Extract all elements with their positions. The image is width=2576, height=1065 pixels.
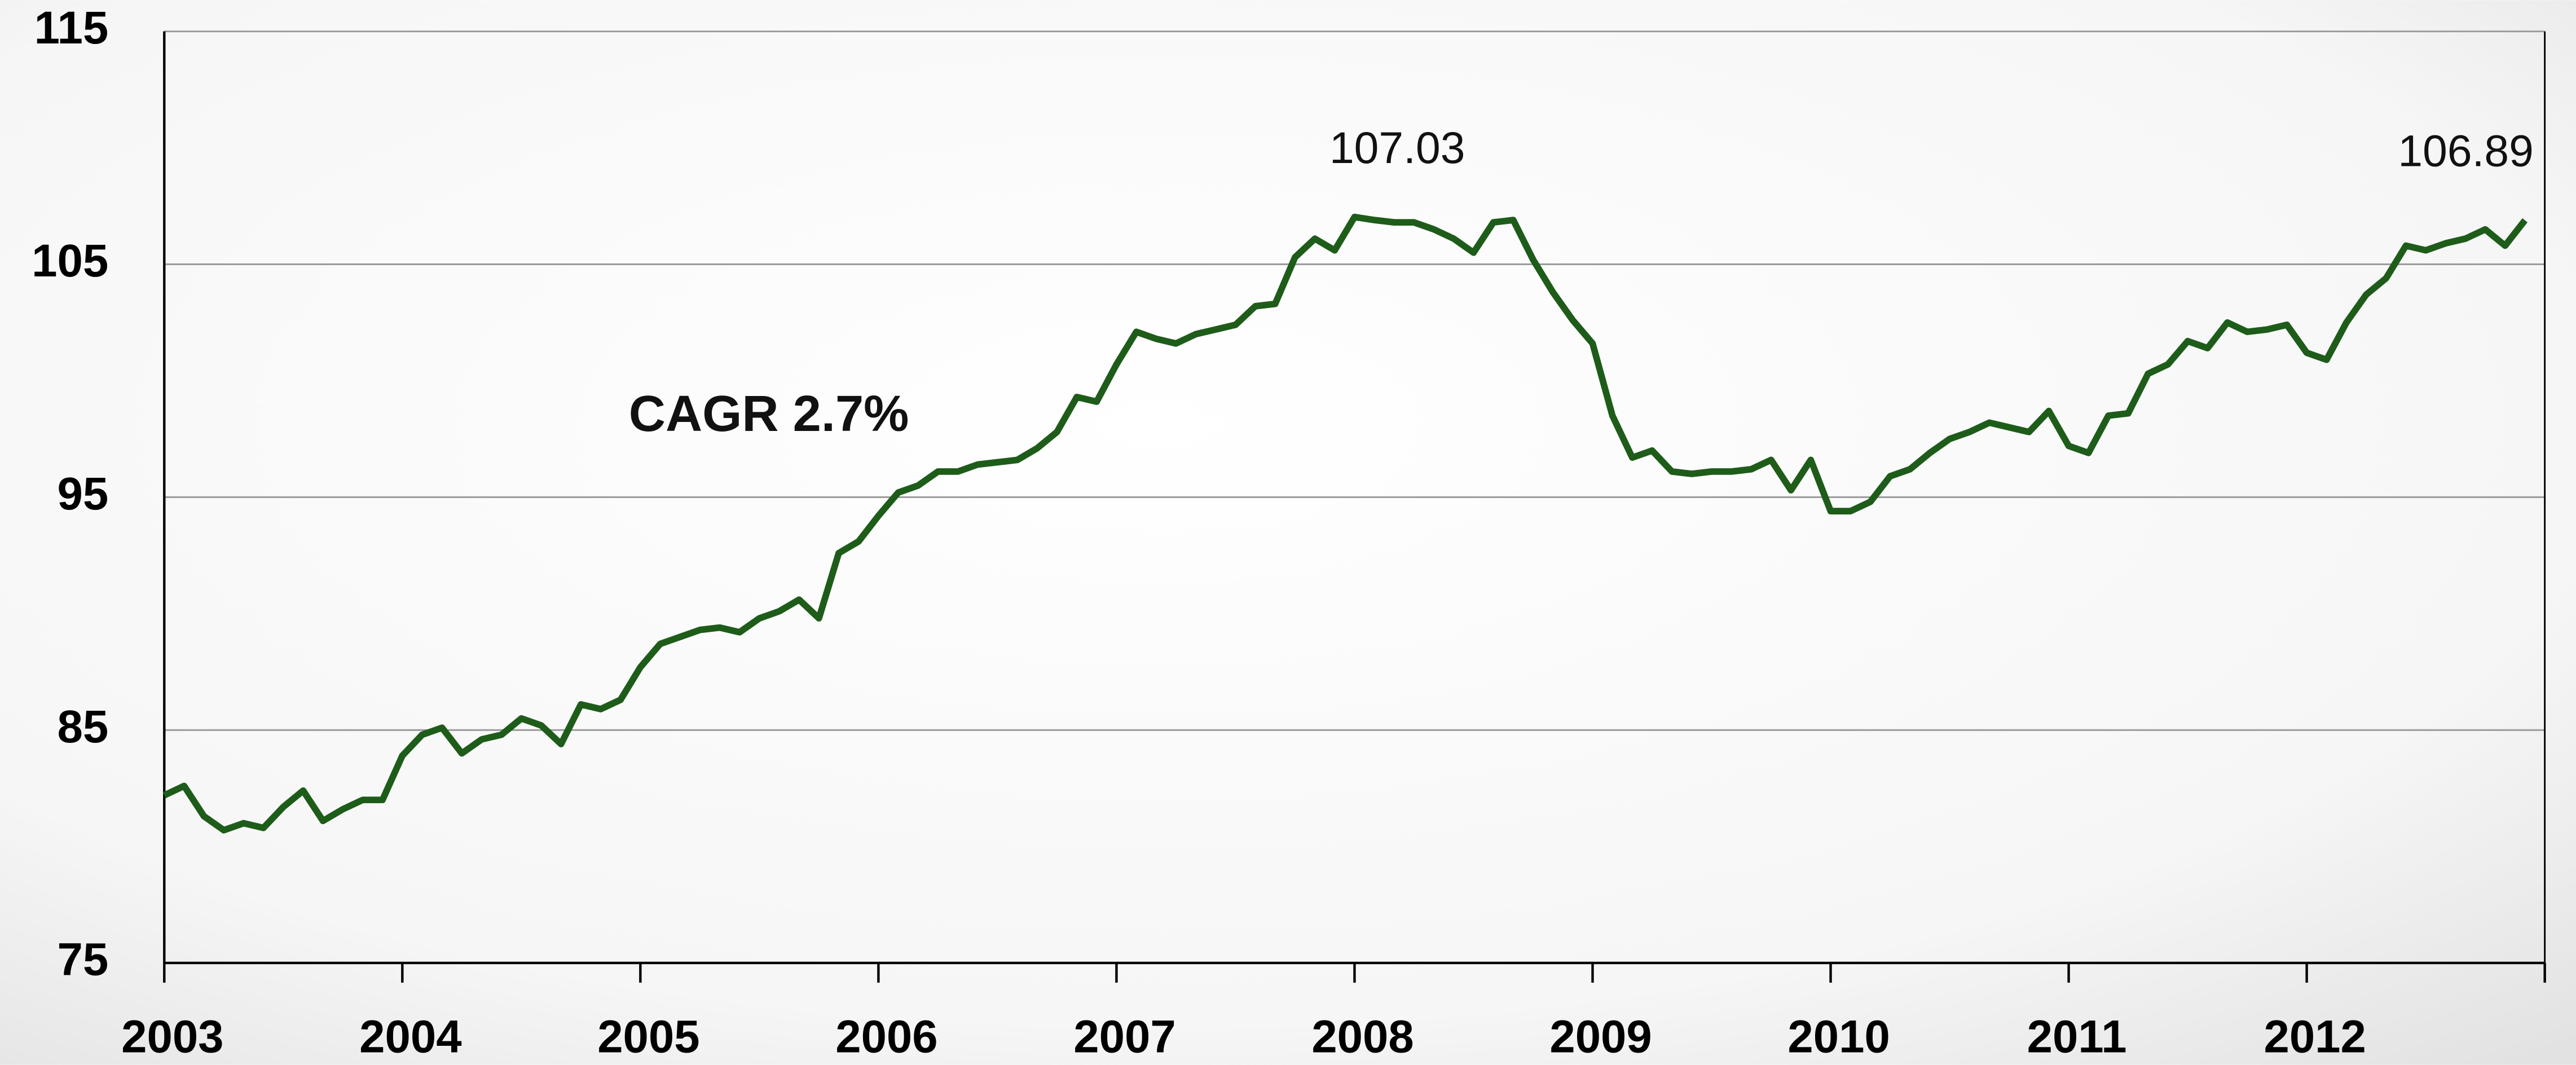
plot: 107.03 106.89 <box>162 123 2534 834</box>
y-tick-label: 85 <box>58 701 109 752</box>
x-tick-label: 2009 <box>1549 1011 1652 1063</box>
x-tick-label: 2010 <box>1787 1011 1890 1063</box>
y-tick-label: 105 <box>32 235 108 287</box>
x-tick-label: 2003 <box>121 1011 223 1063</box>
x-tick-label: 2007 <box>1073 1011 1175 1063</box>
y-tick-label: 115 <box>34 2 109 54</box>
grid: 75 85 95 105 115 2003 2004 2005 2006 2007 2008 2009… <box>32 2 2546 1063</box>
annotation: CAGR 2.7% <box>629 385 909 442</box>
x-tick-label: 2012 <box>2264 1011 2366 1063</box>
data-label: 107.03 <box>1329 123 1465 173</box>
data-label: 106.89 <box>2398 126 2533 176</box>
y-tick-label: 75 <box>58 934 109 985</box>
x-tick-label: 2005 <box>597 1011 699 1063</box>
y-tick-label: 95 <box>58 468 109 520</box>
x-tick-label: 2004 <box>359 1011 461 1063</box>
data-line <box>162 213 2528 834</box>
x-tick-label: 2011 <box>2027 1011 2127 1063</box>
x-tick-label: 2008 <box>1311 1011 1414 1063</box>
x-tick-label: 2006 <box>835 1011 937 1063</box>
